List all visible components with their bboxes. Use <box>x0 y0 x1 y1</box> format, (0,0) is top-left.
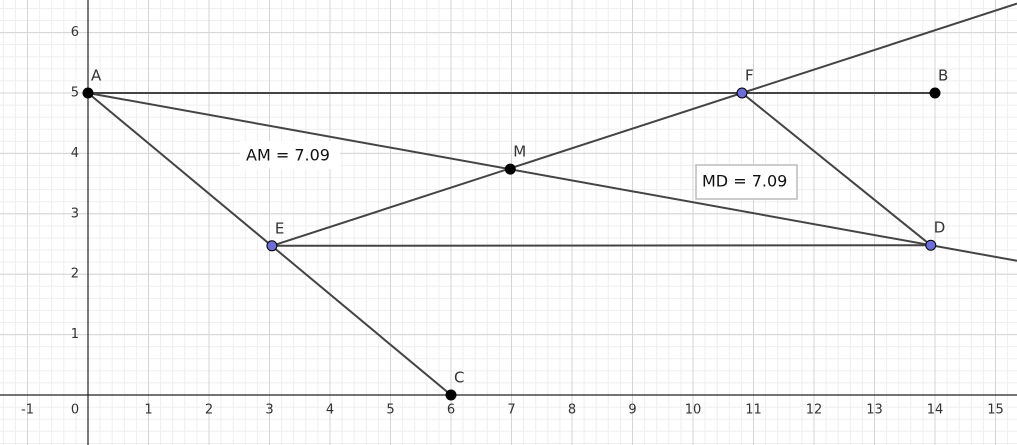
segment <box>271 2 1017 247</box>
y-tick-label: 1 <box>71 327 79 342</box>
x-tick-label: 3 <box>265 403 273 418</box>
x-tick-label: 4 <box>326 403 334 418</box>
measurement: MD = 7.09 <box>702 172 787 191</box>
point <box>266 240 278 252</box>
y-tick-label: 4 <box>71 146 79 161</box>
x-tick-label: 7 <box>507 403 515 418</box>
x-tick-label: 10 <box>685 403 702 418</box>
x-tick-label: 6 <box>447 403 455 418</box>
x-tick-label: 13 <box>866 403 883 418</box>
x-tick-label: -1 <box>21 403 34 418</box>
point <box>82 87 94 99</box>
y-tick-label: 2 <box>71 267 79 282</box>
point <box>504 163 516 175</box>
y-tick-label: 5 <box>71 86 79 101</box>
x-tick-label: 14 <box>927 403 944 418</box>
point-label: F <box>745 67 754 85</box>
x-tick-label: 15 <box>987 403 1004 418</box>
x-tick-label: 0 <box>71 403 79 418</box>
point <box>736 87 748 99</box>
point <box>925 239 937 251</box>
x-tick-label: 5 <box>386 403 394 418</box>
point <box>445 389 457 401</box>
x-tick-label: 12 <box>806 403 823 418</box>
point-label: B <box>938 67 948 85</box>
x-tick-label: 2 <box>205 403 213 418</box>
point <box>929 87 941 99</box>
segment <box>271 244 931 247</box>
point-label: M <box>513 143 526 161</box>
x-tick-label: 1 <box>144 403 152 418</box>
measurement-box <box>695 164 798 200</box>
measurement: AM = 7.09 <box>246 146 330 165</box>
point-label: C <box>454 369 464 387</box>
y-tick-label: 6 <box>71 25 79 40</box>
point-label: D <box>934 219 946 237</box>
x-tick-label: 11 <box>745 403 762 418</box>
point-label: A <box>91 67 102 85</box>
measurement-bg <box>240 141 340 169</box>
segment <box>87 92 1017 262</box>
x-tick-label: 9 <box>628 403 636 418</box>
x-tick-label: 8 <box>568 403 576 418</box>
y-tick-label: 3 <box>71 206 79 221</box>
segment <box>741 92 932 246</box>
point-label: E <box>275 219 284 237</box>
